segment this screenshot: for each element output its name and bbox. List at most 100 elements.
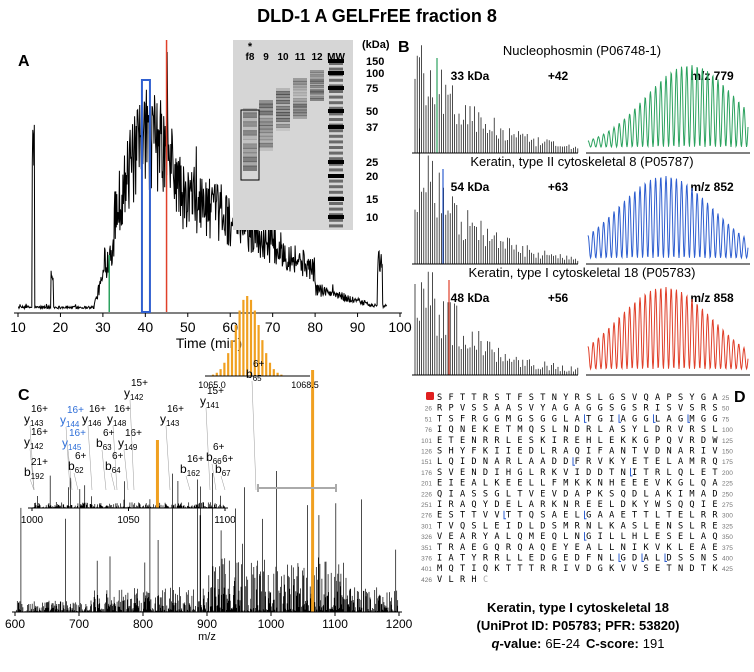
figure-title: DLD-1 A GELFrEE fraction 8	[257, 6, 497, 26]
gel-band	[293, 98, 307, 102]
gel-ladder	[329, 218, 343, 222]
zoom-bracket	[257, 484, 337, 492]
leader-line	[101, 449, 107, 491]
mz-value: m/z 779	[690, 69, 734, 83]
sequence-row: ESTTVVTTQSAELGAAETTLTELRR	[437, 511, 724, 521]
ion-type: b	[24, 465, 31, 479]
fragment-cleavage	[618, 414, 621, 423]
leader-line	[251, 380, 257, 491]
gel-ladder	[329, 190, 343, 194]
residue-start: 301	[421, 523, 432, 530]
ion-charge: 6+	[103, 428, 115, 439]
gel-band	[259, 103, 273, 109]
ion-number: 149	[124, 443, 138, 452]
gel-band	[310, 95, 324, 99]
x-tick-label: 90	[350, 319, 366, 335]
x-axis-label: Time (min)	[176, 335, 242, 351]
marker-blue	[140, 79, 151, 313]
gel-ladder	[329, 112, 343, 116]
protein-ids: (UniProt ID: P05783; PFR: 53820)	[476, 618, 679, 633]
gel-ladder-band	[328, 71, 344, 75]
ion-label: y148	[107, 412, 127, 428]
zoom-tick-label: 1065.0	[198, 380, 226, 390]
x-axis-label: m/z	[198, 631, 216, 643]
gel-band	[276, 115, 290, 119]
x-tick-label: 800	[133, 617, 153, 631]
ion-charge: 6+	[75, 451, 87, 462]
gel-marker-label: 37	[366, 122, 378, 134]
ion-charge: 16+	[187, 454, 204, 465]
gel-band	[276, 124, 290, 128]
isotope-envelope	[587, 65, 749, 149]
selected-peak	[311, 370, 315, 612]
ion-number: 67	[222, 469, 231, 478]
gel-band	[293, 115, 307, 119]
ion-label: b66	[206, 450, 222, 466]
sequence-row: VEARYALQMEQLNGILLHLESELAQ	[437, 532, 724, 542]
gel-band	[259, 114, 273, 119]
x-tick-label: 700	[69, 617, 89, 631]
ion-label: y143	[160, 412, 180, 428]
fragment-cleavage	[618, 553, 621, 562]
residue-end: 125	[722, 438, 733, 445]
isotope-envelope	[587, 286, 749, 371]
gel-ladder	[329, 67, 343, 71]
residue-start: 251	[421, 502, 432, 509]
residue-start: 76	[425, 427, 433, 434]
gel-band	[310, 80, 324, 84]
x-tick-label: 70	[265, 319, 281, 335]
gel-band	[243, 134, 257, 140]
residue-start: 276	[421, 513, 432, 520]
sequence-row: MQTIQKTTTRRIVDGKVVSETNDTK	[437, 564, 724, 574]
ion-number: 65	[253, 374, 262, 383]
gel-band	[243, 112, 257, 118]
c-value: 191	[643, 636, 665, 651]
gel-ladder-band	[328, 174, 344, 178]
ion-type: y	[62, 436, 68, 450]
isotope-envelope	[587, 175, 749, 260]
ion-number: 66	[213, 457, 222, 466]
leader-line	[65, 426, 71, 491]
ion-type: b	[68, 459, 75, 473]
residue-start: 376	[421, 556, 432, 563]
gel-marker-label: 150	[366, 56, 384, 68]
protein-name: Keratin, type I cytoskeletal 18	[487, 600, 669, 615]
gel-ladder	[329, 162, 343, 166]
x-tick-label: 900	[197, 617, 217, 631]
x-tick-label: 100	[388, 319, 412, 335]
gel-marker-label: 75	[366, 83, 378, 95]
sequence-row: SFTTRSTFSTNYRSLGSVQAPSYGA	[437, 393, 724, 403]
gel-band	[276, 94, 290, 98]
gel-band	[259, 125, 273, 130]
leader-line	[73, 472, 79, 491]
gel-band	[276, 109, 290, 113]
leader-line	[29, 478, 35, 491]
ion-charge: 15+	[207, 386, 224, 397]
n-term-mod	[426, 392, 434, 400]
ion-label: b63	[96, 436, 112, 452]
gel-ladder	[329, 106, 343, 110]
gel-ladder-band	[328, 59, 344, 63]
sequence-row: VLRH	[437, 575, 483, 585]
leader-line	[185, 475, 191, 491]
sequence-row: RPVSSAASVYAGAGGSGSRISVSRS	[437, 404, 724, 414]
residue-end: 275	[722, 502, 733, 509]
leader-line	[112, 425, 118, 491]
residue-start: 26	[425, 406, 433, 413]
sequence-row: SHYFKIIEDLRAQIFANTVDNARIV	[437, 447, 724, 457]
residue-end: 75	[722, 416, 730, 423]
gel-band	[293, 89, 307, 94]
ion-type: y	[200, 394, 206, 408]
ion-type: b	[215, 462, 222, 476]
ion-type: b	[96, 436, 103, 450]
gel-band	[259, 100, 273, 105]
sequence-row: EIEALKEELLFMKKNHEEEVKGLQA	[437, 479, 724, 489]
ion-label: b62	[68, 459, 84, 475]
q-value: 6E-24	[545, 636, 580, 651]
ion-label: y149	[118, 436, 138, 452]
gel-band	[310, 78, 324, 82]
ion-label: y146	[82, 412, 102, 428]
gel-band	[276, 88, 290, 92]
gel-band	[293, 112, 307, 117]
gel-band	[243, 108, 257, 114]
